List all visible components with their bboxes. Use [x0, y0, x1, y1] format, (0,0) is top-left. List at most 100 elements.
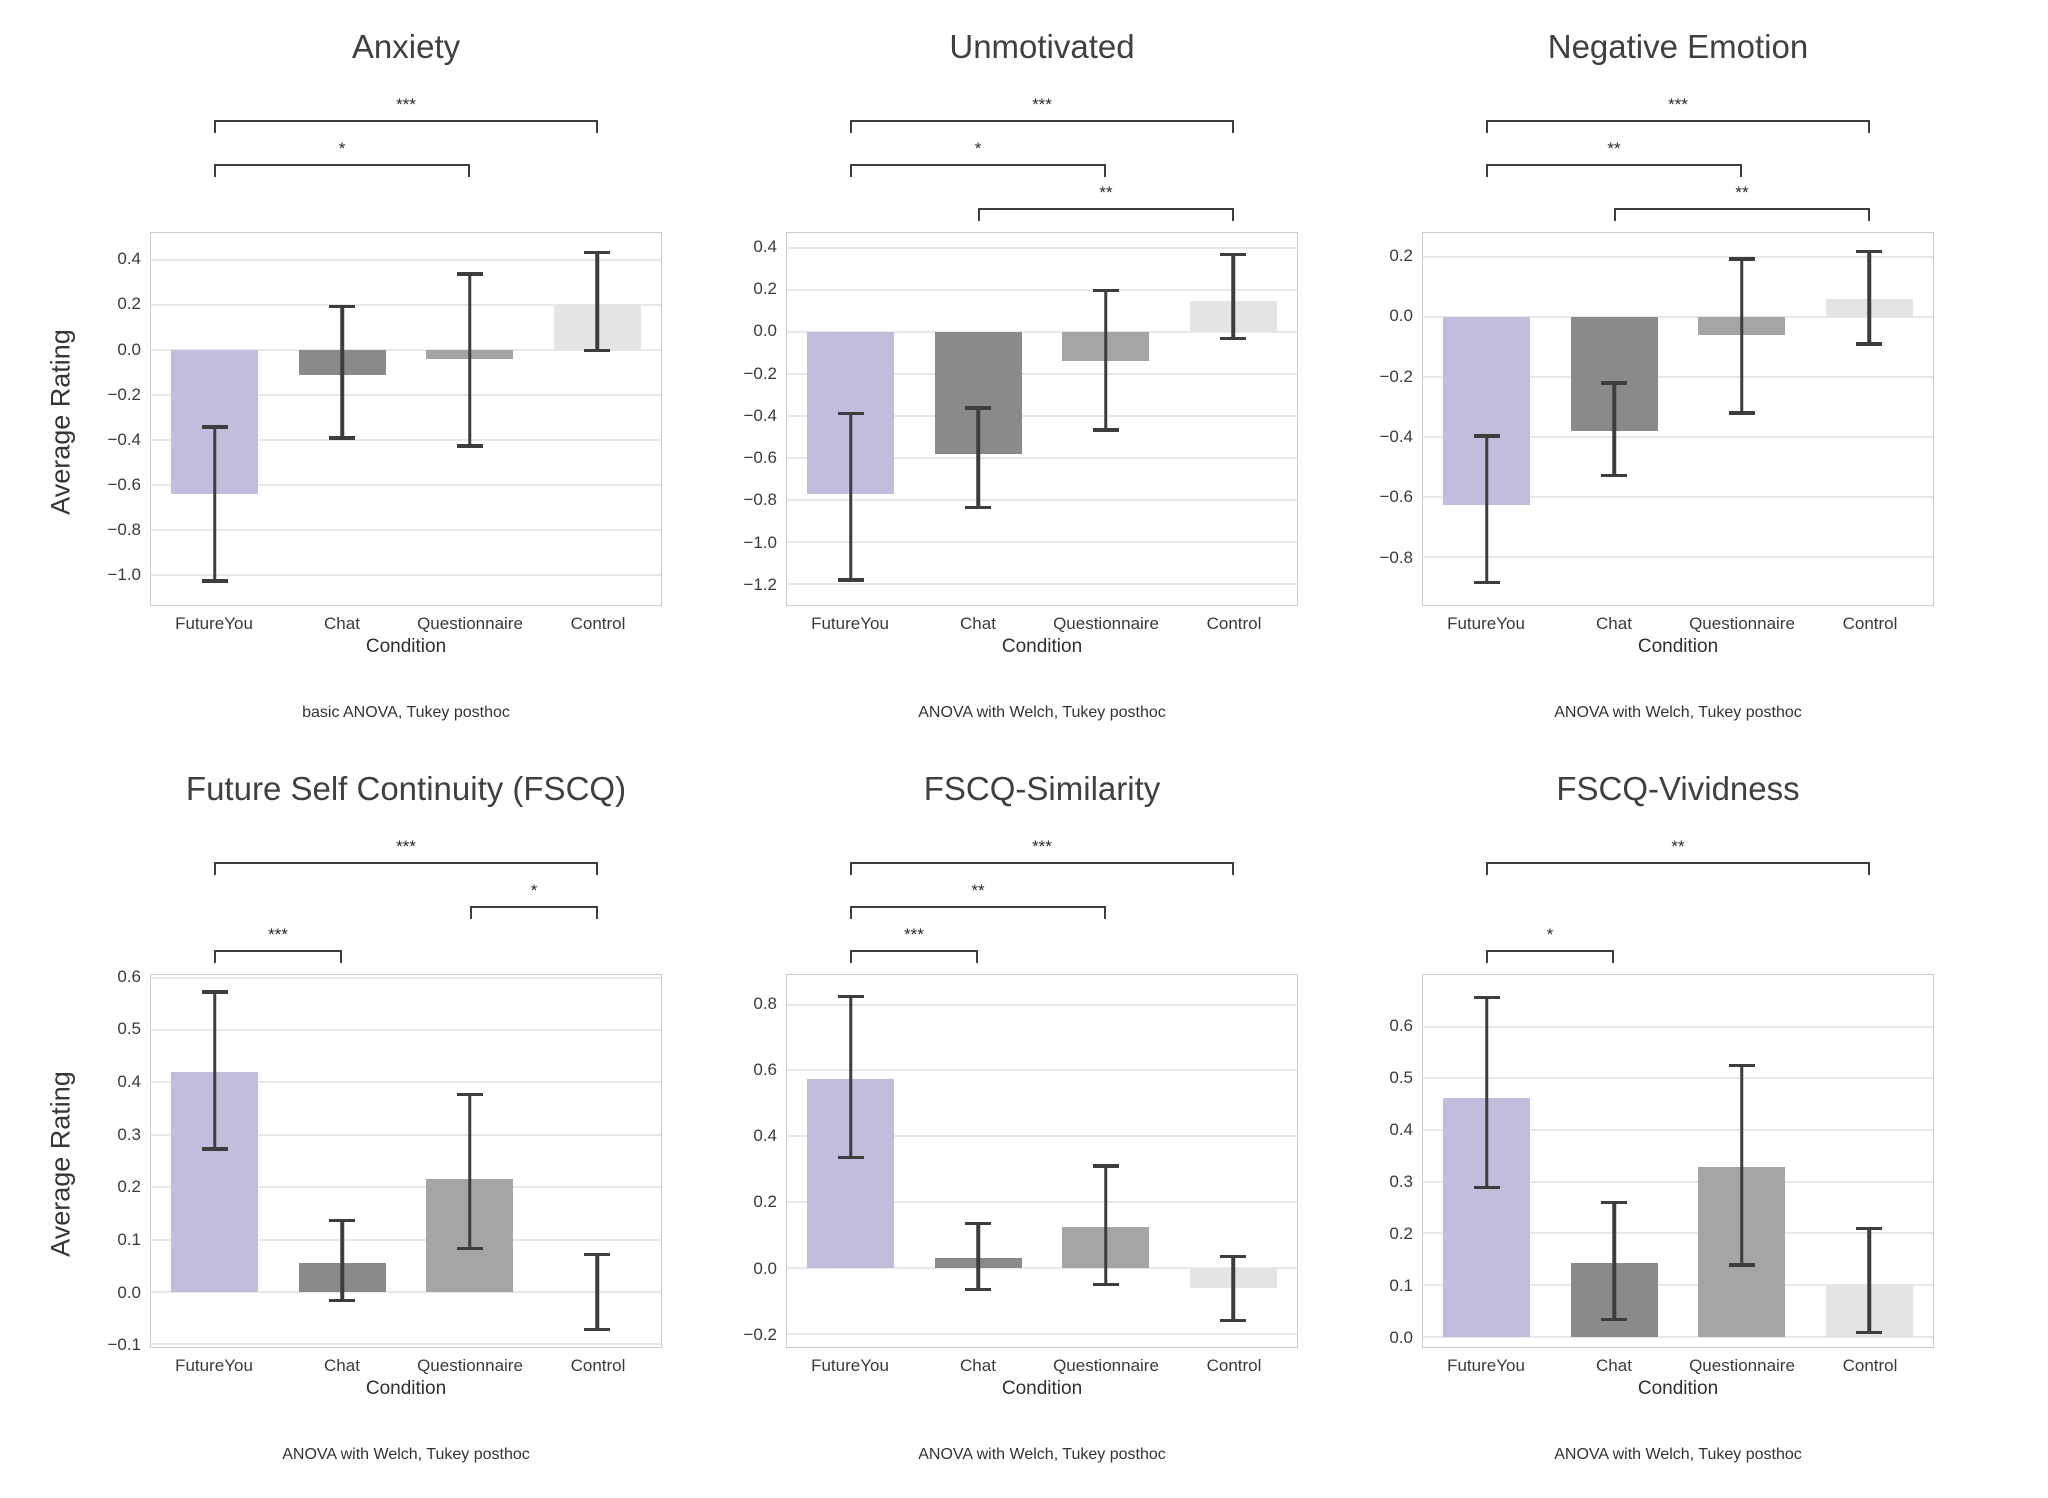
error-bar-line [468, 272, 472, 448]
stats-caption: ANOVA with Welch, Tukey posthoc [918, 1446, 1166, 1463]
error-bar-cap-bottom [1601, 1317, 1628, 1322]
significance-bracket [850, 164, 1106, 177]
stats-caption: ANOVA with Welch, Tukey posthoc [1554, 704, 1802, 721]
x-tick-label: FutureYou [175, 614, 253, 633]
y-tick-label: 0.2 [1389, 246, 1413, 266]
x-tick-label: FutureYou [811, 1356, 889, 1375]
significance-bracket [850, 906, 1106, 919]
y-tick-label: 0.1 [117, 1230, 141, 1249]
error-bar-cap-top [1856, 1226, 1883, 1231]
gridline [787, 540, 1297, 543]
x-tick-label: Chat [324, 1356, 360, 1375]
y-tick-label: −0.8 [1379, 547, 1413, 567]
x-tick-label: Questionnaire [1053, 614, 1159, 633]
y-axis-ticks: 0.6 0.5 0.4 0.3 0.2 0.1 0.0 −0.1 [92, 967, 150, 1355]
error-bar [1728, 1063, 1755, 1267]
x-axis-ticks: FutureYou Chat Questionnaire Control [786, 614, 1298, 634]
significance-stars: *** [1032, 837, 1052, 856]
y-axis-label-column: Average Rating [30, 752, 92, 1452]
error-bar-cap-bottom [329, 436, 356, 440]
y-tick-label: 0.0 [753, 1258, 777, 1278]
x-tick-label: Chat [960, 1356, 996, 1375]
chart-anxiety: Anxiety *** * 0.4 0.2 0.0 −0.2 −0.4 −0.6 −0.8 −1.0… [92, 10, 728, 722]
significance-bracket [470, 906, 598, 919]
error-bar [837, 411, 864, 582]
y-tick-label: −0.2 [743, 1324, 777, 1344]
gridline [151, 1186, 661, 1189]
significance-bracket [850, 950, 978, 963]
plot-wrap: 0.4 0.2 0.0 −0.2 −0.4 −0.6 −0.8 −1.0 [92, 232, 728, 606]
error-bar-line [1867, 1226, 1871, 1335]
y-tick-label: −0.4 [1379, 427, 1413, 447]
y-tick-label: 0.2 [1389, 1223, 1413, 1243]
gridline [151, 1343, 661, 1346]
error-bar-line [976, 1221, 980, 1292]
error-bar [1856, 249, 1883, 346]
y-tick-label: 0.6 [117, 966, 141, 986]
error-bar-line [976, 406, 980, 510]
chart-title: FSCQ-Similarity [923, 770, 1161, 807]
significance-bracket [978, 208, 1234, 221]
significance-stars: *** [268, 925, 288, 944]
chart-future-self-continuity-fscq-: Future Self Continuity (FSCQ) *** * *** 0.6 0… [92, 752, 728, 1464]
x-axis-label: Condition [365, 636, 447, 657]
error-bar-cap-top [584, 1252, 611, 1257]
y-tick-label: −0.6 [107, 475, 141, 495]
error-bar-cap-top [201, 990, 228, 994]
chart-negative-emotion: Negative Emotion *** ** ** 0.2 0.0 −0.2 −0.4 −0.… [1364, 10, 2000, 722]
error-bar [1856, 1226, 1883, 1335]
chart-title: Negative Emotion [1547, 28, 1809, 65]
error-bar-cap-bottom [1856, 342, 1883, 346]
gridline [787, 414, 1297, 417]
error-bar [837, 994, 864, 1160]
chart-fscq-vividness: FSCQ-Vividness ** * 0.6 0.5 0.4 0.3 0.2 0.1 0.0 Fu… [1364, 752, 2000, 1464]
error-bar-cap-top [1092, 1164, 1119, 1168]
y-tick-label: 0.0 [753, 321, 777, 341]
y-axis-ticks: 0.4 0.2 0.0 −0.2 −0.4 −0.6 −0.8 −1.0 [92, 232, 150, 606]
significance-stars: ** [1735, 183, 1749, 202]
x-tick-label: Control [1842, 614, 1898, 633]
gridline [1423, 496, 1933, 498]
error-bar-line [595, 1252, 599, 1332]
plot-wrap: 0.6 0.5 0.4 0.3 0.2 0.1 0.0 −0.1 [92, 967, 728, 1355]
y-tick-label: 0.4 [117, 249, 141, 269]
gridline [787, 498, 1297, 501]
error-bar-line [849, 994, 853, 1160]
error-bar-cap-top [329, 1218, 356, 1223]
y-axis-label: Average Rating [45, 329, 76, 515]
error-bar-line [1740, 1063, 1744, 1267]
plot-wrap: 0.6 0.5 0.4 0.3 0.2 0.1 0.0 [1364, 974, 2000, 1348]
significance-bracket [1614, 208, 1870, 221]
significance-brackets: *** * [150, 68, 662, 232]
error-bar-cap-bottom [1473, 580, 1500, 584]
x-tick-label: Chat [960, 614, 996, 633]
error-bar-cap-top [1728, 1063, 1755, 1068]
error-bar [329, 304, 356, 440]
error-bar-cap-top [584, 250, 611, 255]
y-tick-label: −0.2 [1379, 366, 1413, 386]
y-tick-label: 0.2 [753, 279, 777, 299]
significance-stars: *** [396, 95, 416, 114]
x-tick-label: Questionnaire [417, 1356, 523, 1375]
y-tick-label: −0.2 [743, 363, 777, 383]
significance-bracket [850, 120, 1234, 133]
error-bar [1601, 381, 1628, 478]
error-bar-cap-bottom [965, 1287, 992, 1292]
y-tick-label: −0.6 [1379, 487, 1413, 507]
x-axis-label: Condition [1637, 636, 1719, 657]
plot-wrap: 0.2 0.0 −0.2 −0.4 −0.6 −0.8 [1364, 232, 2000, 606]
error-bar-cap-bottom [1220, 1318, 1247, 1323]
gridline [151, 438, 661, 441]
x-axis-ticks: FutureYou Chat Questionnaire Control [786, 1356, 1298, 1376]
chart-title: FSCQ-Vividness [1556, 770, 1800, 807]
error-bar-cap-bottom [1601, 473, 1628, 478]
error-bar-line [1612, 381, 1616, 478]
error-bar [201, 990, 228, 1151]
x-tick-label: Control [1206, 614, 1262, 633]
y-tick-label: −0.2 [107, 384, 141, 404]
y-axis-ticks: 0.4 0.2 0.0 −0.2 −0.4 −0.6 −0.8 −1.0 −1.2 [728, 232, 786, 606]
gridline [787, 456, 1297, 459]
error-bar [1092, 1164, 1119, 1287]
gridline [1423, 555, 1933, 558]
error-bar-line [1104, 288, 1108, 432]
